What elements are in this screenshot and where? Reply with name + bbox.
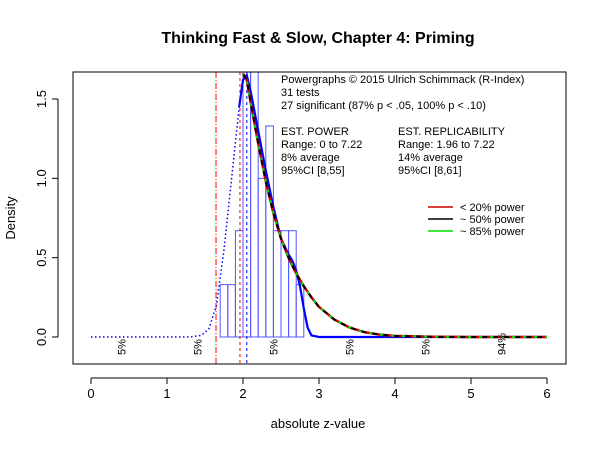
histogram-bar	[227, 284, 236, 338]
power-average: 8% average	[281, 152, 340, 164]
x-axis-label: absolute z-value	[271, 416, 366, 431]
legend: < 20% power~ 50% power~ 85% power	[428, 202, 525, 238]
x-tick-label: 3	[315, 386, 322, 401]
x-axis: 0 1 2 3 4 5 6	[87, 377, 551, 401]
curves	[91, 72, 547, 339]
x-tick-label: 6	[543, 386, 550, 401]
power-range: Range: 0 to 7.22	[281, 139, 362, 151]
y-axis: 0.0 0.5 1.0 1.5	[34, 90, 59, 346]
histogram-bar	[234, 230, 244, 338]
histogram-bar	[257, 177, 267, 338]
power-ci: 95%CI [8,55]	[281, 165, 345, 177]
replicability-ci: 95%CI [8,61]	[398, 165, 462, 177]
x-tick-label: 0	[87, 386, 94, 401]
y-tick-label: 0.0	[34, 328, 49, 346]
plot-frame	[72, 71, 567, 365]
histogram-bar	[219, 284, 229, 338]
segment-percent-label: 5%	[192, 339, 204, 355]
segment-percent-label: 5%	[268, 339, 280, 355]
x-tick-label: 4	[391, 386, 398, 401]
segment-percent-labels: 5% 5% 5% 5% 5% 94%	[116, 333, 508, 355]
segment-percent-label: 5%	[116, 339, 128, 355]
replicability-range: Range: 1.96 to 7.22	[398, 139, 495, 151]
legend-label: ~ 85% power	[460, 226, 525, 238]
segment-percent-label: 5%	[420, 339, 432, 355]
x-tick-label: 1	[163, 386, 170, 401]
y-axis-label: Density	[3, 196, 18, 240]
replicability-title: EST. REPLICABILITY	[398, 126, 506, 138]
segment-percent-label: 5%	[344, 339, 356, 355]
segment-percent-label: 94%	[496, 333, 508, 355]
annotation-significant: 27 significant (87% p < .05, 100% p < .1…	[281, 100, 486, 112]
legend-label: < 20% power	[460, 202, 525, 214]
chart-title: Thinking Fast & Slow, Chapter 4: Priming	[161, 30, 474, 47]
threshold-lines	[215, 72, 248, 364]
power-curve-high	[242, 73, 547, 338]
histogram-bar	[265, 125, 274, 338]
density-curve-dotted	[91, 79, 244, 338]
power-title: EST. POWER	[281, 126, 349, 138]
histogram-bar	[272, 230, 282, 338]
legend-label: ~ 50% power	[460, 214, 525, 226]
y-tick-label: 1.5	[34, 90, 49, 108]
y-tick-label: 0.5	[34, 249, 49, 267]
x-tick-label: 2	[239, 386, 246, 401]
x-tick-label: 5	[467, 386, 474, 401]
annotation-header: Powergraphs © 2015 Ulrich Schimmack (R-I…	[281, 74, 524, 86]
annotation-tests: 31 tests	[281, 87, 320, 99]
y-tick-label: 1.0	[34, 169, 49, 187]
histogram-bar	[288, 230, 297, 338]
power-curve-medium	[242, 73, 547, 338]
replicability-average: 14% average	[398, 152, 463, 164]
annotation-box: Powergraphs © 2015 Ulrich Schimmack (R-I…	[281, 74, 524, 177]
